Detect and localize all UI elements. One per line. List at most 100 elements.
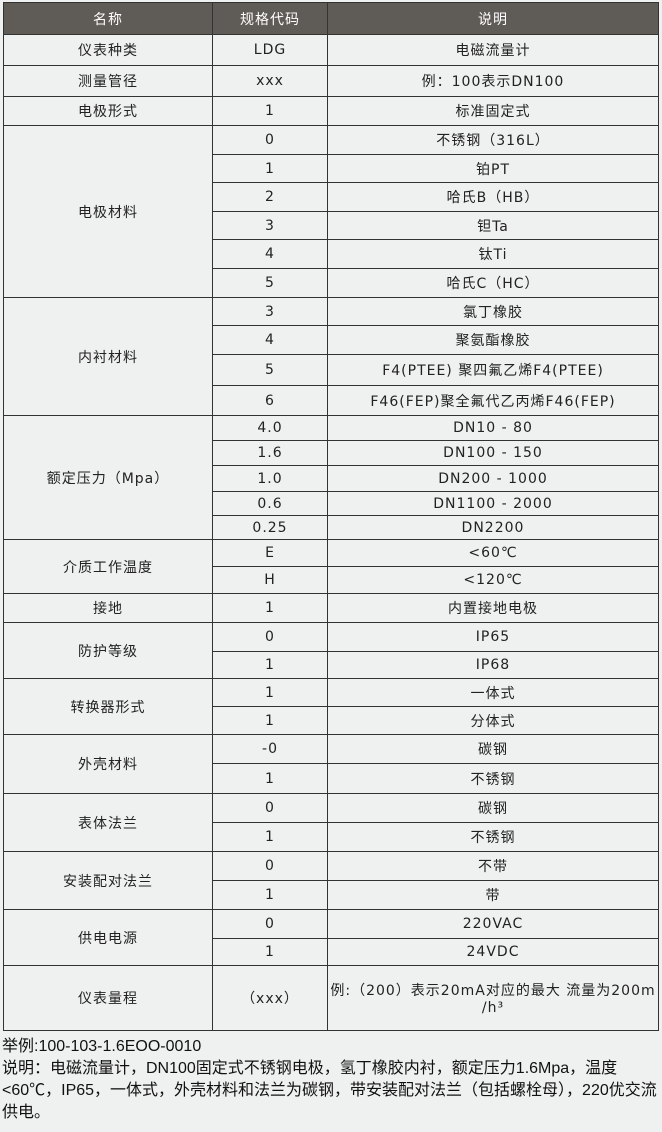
- table-row: 1.6 DN100 - 150: [4, 440, 659, 466]
- item-desc: 钛Ti: [327, 239, 659, 269]
- item-name: 外壳材料: [3, 734, 213, 794]
- table-row: 0.6 DN1100 - 2000: [4, 491, 659, 516]
- item-name: 电极形式: [3, 96, 213, 126]
- item-code: 0: [212, 793, 328, 823]
- item-code: 1: [212, 96, 328, 126]
- table-row: H <120℃: [4, 566, 659, 594]
- item-code: 1: [212, 822, 328, 852]
- table-row: 4 钛Ti: [4, 239, 659, 269]
- table-row: 表体法兰 0 碳钢: [3, 793, 659, 852]
- item-desc: DN10 - 80: [327, 415, 659, 441]
- item-desc: 不带: [327, 851, 659, 881]
- item-name: 安装配对法兰: [3, 851, 213, 910]
- item-code: （xxx）: [212, 965, 328, 1031]
- item-desc: 24VDC: [327, 938, 659, 966]
- table-row: 介质工作温度 E <60℃: [3, 539, 659, 594]
- item-desc: 碳钢: [327, 793, 659, 823]
- item-code: 0: [212, 125, 328, 155]
- item-code: 3: [212, 297, 328, 326]
- item-code: 4: [212, 239, 328, 269]
- item-name: 表体法兰: [3, 793, 213, 852]
- table-row: 外壳材料 -0 碳钢: [3, 734, 659, 794]
- table-row: 5 F4(PTEE) 聚四氟乙烯F4(PTEE): [4, 354, 659, 386]
- item-code: 0.25: [212, 515, 328, 540]
- item-desc: DN100 - 150: [327, 440, 659, 466]
- item-desc: 氯丁橡胶: [327, 297, 659, 326]
- item-desc: 分体式: [327, 706, 659, 735]
- table-row: 转换器形式 1 一体式: [3, 678, 659, 735]
- item-name: 供电电源: [3, 909, 213, 966]
- description-text: 说明：电磁流量计，DN100固定式不锈钢电极，氢丁橡胶内衬，额定压力1.6Mpa…: [2, 1060, 657, 1121]
- item-code: E: [212, 539, 328, 567]
- item-desc: IP68: [327, 651, 659, 679]
- item-name: 仪表量程: [3, 965, 213, 1031]
- item-code: 0: [212, 851, 328, 881]
- item-desc: 哈氏B（HB）: [327, 182, 659, 212]
- item-code: 3: [212, 211, 328, 240]
- item-name: 接地: [3, 593, 213, 623]
- table-row: 0.25 DN2200: [4, 515, 659, 540]
- table-row: 安装配对法兰 0 不带: [3, 851, 659, 910]
- item-desc: 带: [327, 880, 659, 910]
- item-name: 内衬材料: [3, 297, 213, 416]
- item-code: 1: [212, 763, 328, 794]
- table-row: 1 24VDC: [4, 938, 659, 966]
- table-row: 3 钽Ta: [4, 211, 659, 240]
- item-code: 4.0: [212, 415, 328, 441]
- item-desc: 一体式: [327, 678, 659, 707]
- spec-table: 名称 规格代码 说明 仪表种类 LDG 电磁流量计 测量管径 xxx 例：100表示DN1…: [3, 2, 659, 1031]
- item-code: 0: [212, 622, 328, 652]
- item-desc: F46(FEP)聚全氟代乙丙烯F46(FEP): [327, 385, 659, 416]
- item-desc: 哈氏C（HC）: [327, 268, 659, 298]
- table-row: 测量管径 xxx 例：100表示DN100: [3, 65, 659, 97]
- item-desc: 220VAC: [327, 909, 659, 939]
- notes: 举例:100-103-1.6EOO-0010 说明：电磁流量计，DN100固定式…: [2, 1036, 662, 1124]
- item-code: 1: [212, 678, 328, 707]
- table-row: 1 IP68: [4, 651, 659, 679]
- item-code: 1: [212, 154, 328, 183]
- table-row: 1 不锈钢: [4, 822, 659, 852]
- item-desc: 例：100表示DN100: [327, 65, 659, 97]
- header-code: 规格代码: [212, 2, 328, 35]
- table-row: 1.0 DN200 - 1000: [4, 465, 659, 492]
- item-code: 2: [212, 182, 328, 212]
- table-row: 6 F46(FEP)聚全氟代乙丙烯F46(FEP): [4, 385, 659, 416]
- table-row: 4 聚氨酯橡胶: [4, 325, 659, 355]
- item-desc: 不锈钢（316L）: [327, 125, 659, 155]
- item-code: 1: [212, 938, 328, 966]
- item-desc: <120℃: [327, 566, 659, 594]
- table-row: 5 哈氏C（HC）: [4, 268, 659, 298]
- example-text: 举例:100-103-1.6EOO-0010: [2, 1038, 202, 1055]
- item-code: 0: [212, 909, 328, 939]
- table-row: 仪表种类 LDG 电磁流量计: [3, 34, 659, 66]
- item-name: 电极材料: [3, 125, 213, 298]
- item-code: H: [212, 566, 328, 594]
- item-code: 1.6: [212, 440, 328, 466]
- item-desc: 例:（200）表示20mA对应的最大 流量为200m /h³: [327, 965, 659, 1031]
- item-code: LDG: [212, 34, 328, 66]
- table-row: 额定压力（Mpa） 4.0 DN10 - 80: [3, 415, 659, 540]
- item-name: 额定压力（Mpa）: [3, 415, 213, 540]
- item-desc: 铂PT: [327, 154, 659, 183]
- item-code: xxx: [212, 65, 328, 97]
- item-desc: DN1100 - 2000: [327, 491, 659, 516]
- item-code: 1: [212, 706, 328, 735]
- header-name: 名称: [3, 2, 213, 35]
- table-row: 1 分体式: [4, 706, 659, 735]
- header-desc: 说明: [327, 2, 659, 35]
- item-desc: 聚氨酯橡胶: [327, 325, 659, 355]
- item-desc: <60℃: [327, 539, 659, 567]
- table-header: 名称 规格代码 说明: [3, 2, 659, 35]
- table-row: 电极材料 0 不锈钢（316L）: [3, 125, 659, 298]
- table-row: 仪表量程 （xxx） 例:（200）表示20mA对应的最大 流量为200m /h³: [3, 965, 659, 1031]
- table-row: 2 哈氏B（HB）: [4, 182, 659, 212]
- item-code: 5: [212, 354, 328, 386]
- item-desc: 不锈钢: [327, 822, 659, 852]
- table-row: 内衬材料 3 氯丁橡胶: [3, 297, 659, 416]
- item-code: 0.6: [212, 491, 328, 516]
- item-desc: 标准固定式: [327, 96, 659, 126]
- item-code: 1.0: [212, 465, 328, 492]
- item-desc: 内置接地电极: [327, 593, 659, 623]
- item-code: 6: [212, 385, 328, 416]
- table-row: 电极形式 1 标准固定式: [3, 96, 659, 126]
